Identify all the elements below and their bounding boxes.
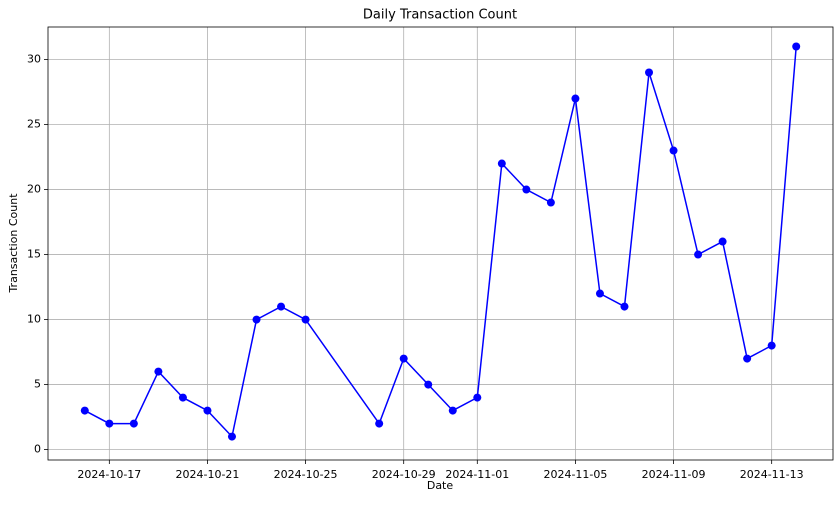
y-tick-label: 0 <box>34 443 41 456</box>
x-tick-label: 2024-10-25 <box>274 468 338 481</box>
y-tick-label: 20 <box>27 183 41 196</box>
point <box>154 367 163 376</box>
point <box>227 432 236 441</box>
x-tick-label: 2024-11-01 <box>445 468 509 481</box>
point <box>694 250 703 259</box>
point <box>767 341 776 350</box>
point <box>546 198 555 207</box>
point <box>497 159 506 168</box>
point <box>178 393 187 402</box>
plot-frame <box>47 26 834 461</box>
point <box>792 42 801 51</box>
point <box>301 315 310 324</box>
point <box>718 237 727 246</box>
point <box>424 380 433 389</box>
point <box>645 68 654 77</box>
point <box>277 302 286 311</box>
x-tick-label: 2024-11-05 <box>543 468 607 481</box>
x-tick-label: 2024-10-21 <box>175 468 239 481</box>
point <box>620 302 629 311</box>
point <box>595 289 604 298</box>
point <box>448 406 457 415</box>
point <box>522 185 531 194</box>
x-tick-label: 2024-10-29 <box>372 468 436 481</box>
point <box>105 419 114 428</box>
point <box>203 406 212 415</box>
point <box>571 94 580 103</box>
chart-title: Daily Transaction Count <box>363 8 517 23</box>
x-tick-label: 2024-10-17 <box>77 468 141 481</box>
point <box>473 393 482 402</box>
y-tick-label: 30 <box>27 53 41 66</box>
point <box>743 354 752 363</box>
y-axis-label: Transaction Count <box>7 193 20 294</box>
x-tick-label: 2024-11-09 <box>642 468 706 481</box>
y-tick-label: 10 <box>27 313 41 326</box>
point <box>129 419 138 428</box>
x-axis-label: Date <box>427 479 454 492</box>
y-tick-label: 25 <box>27 118 41 131</box>
point <box>399 354 408 363</box>
line <box>84 46 797 439</box>
y-tick-label: 15 <box>27 248 41 261</box>
y-tick-label: 5 <box>34 378 41 391</box>
x-tick-label: 2024-11-13 <box>740 468 804 481</box>
point <box>252 315 261 324</box>
point <box>80 406 89 415</box>
point <box>375 419 384 428</box>
point <box>669 146 678 155</box>
